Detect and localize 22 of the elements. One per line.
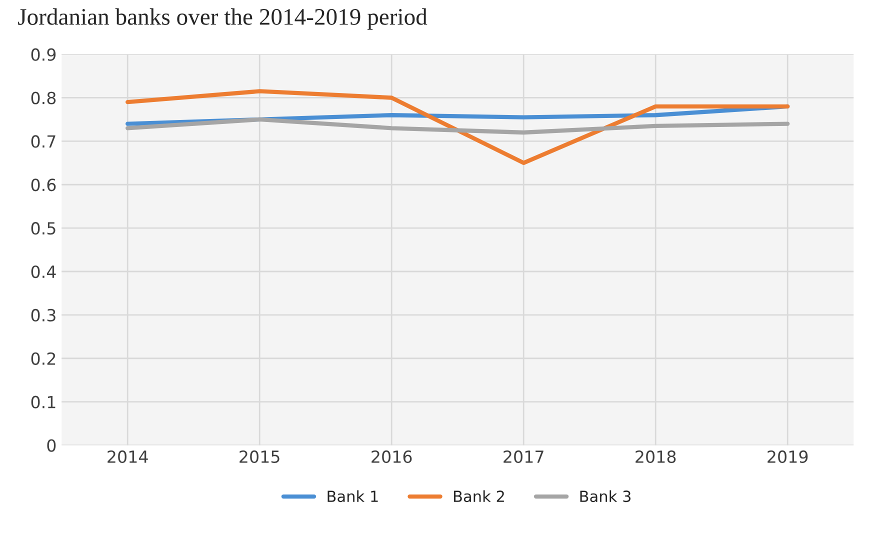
x-tick-label: 2014 xyxy=(108,450,148,464)
y-tick-label: 0.2 xyxy=(31,352,56,365)
legend-label: Bank 3 xyxy=(580,490,631,502)
x-tick-label: 2015 xyxy=(240,450,280,464)
y-tick-label: 0.7 xyxy=(31,135,56,148)
line-series xyxy=(126,117,790,135)
y-tick-label: 0.9 xyxy=(31,48,56,61)
x-tick-label: 2017 xyxy=(504,450,544,464)
line-series xyxy=(126,89,790,165)
y-tick-label: 0.8 xyxy=(31,92,56,104)
y-tick-label: 0.4 xyxy=(31,265,56,278)
y-tick-label: 0.5 xyxy=(31,222,56,235)
y-tick-label: 0.6 xyxy=(31,178,56,192)
legend-label: Bank 1 xyxy=(328,490,378,502)
x-tick-label: 2019 xyxy=(768,450,808,464)
y-tick-label: 0.1 xyxy=(31,396,56,408)
y-tick-label: 0.3 xyxy=(31,308,56,322)
legend-label: Bank 2 xyxy=(454,490,504,502)
x-tick-label: 2018 xyxy=(636,450,676,464)
y-tick-label: 0 xyxy=(47,439,56,452)
x-tick-label: 2016 xyxy=(372,450,412,464)
chart-title: Jordanian banks over the 2014-2019 period xyxy=(18,8,428,30)
